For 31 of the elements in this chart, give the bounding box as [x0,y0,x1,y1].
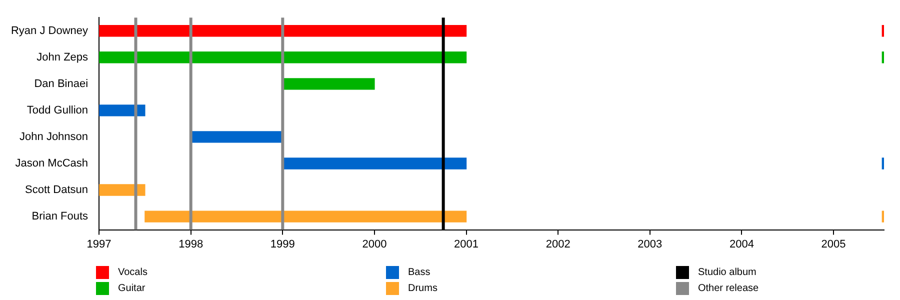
legend-label: Vocals [118,266,148,278]
x-tick-label: 2005 [821,238,846,250]
legend-label: Studio album [698,266,756,278]
y-tick-label: Todd Gullion [26,104,88,116]
x-tick-label: 1998 [178,238,204,250]
y-tick-label: John Zeps [36,51,89,64]
legend-label: Drums [408,282,438,294]
bar [99,25,467,37]
legend-label: Bass [408,266,430,278]
bar [282,158,467,170]
x-tick-label: 2004 [729,238,754,250]
y-tick-label: Dan Binaei [34,78,88,90]
x-tick-label: 2003 [638,238,662,250]
legend-label: Other release [698,282,759,294]
x-tick-label: 1997 [86,238,112,250]
bar [190,131,283,143]
bar [282,78,375,90]
bar [99,52,467,64]
y-tick-label: John Johnson [20,130,88,143]
y-tick-label: Ryan J Downey [10,24,89,37]
legend-label: Guitar [118,282,146,294]
bar [99,104,146,116]
bar [99,184,146,196]
bar [144,210,467,222]
x-tick-label: 1999 [270,238,295,250]
y-tick-label: Brian Fouts [32,210,89,223]
y-tick-label: Jason McCash [15,158,88,170]
y-tick-label: Scott Datsun [25,184,88,196]
x-tick-label: 2002 [546,238,570,250]
x-tick-label: 2000 [362,238,387,250]
x-tick-label: 2001 [454,238,479,250]
